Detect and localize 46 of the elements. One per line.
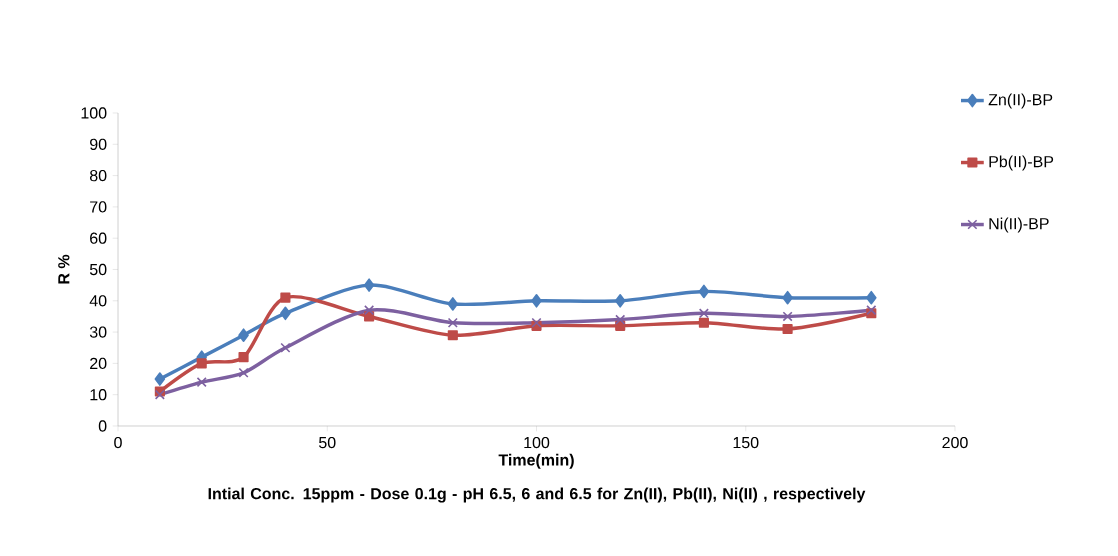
y-tick-label: 80 [89,169,107,182]
point [238,367,249,378]
x-tick-label: 50 [319,436,336,449]
y-axis-title: R % [58,254,70,284]
point [280,342,291,353]
point [782,290,793,305]
point [447,317,458,328]
point [447,297,459,311]
legend-label: Ni(II)-BP [989,217,1049,233]
point [280,306,291,321]
y-tick-label: 90 [90,138,107,150]
y-tick-label: 20 [90,357,107,370]
y-tick-label: 100 [81,107,107,119]
point [280,292,291,303]
point [698,317,709,328]
point [238,352,249,363]
x-axis-title: Time(min) [498,453,574,469]
legend-label: Pb(II)-BP [989,155,1054,171]
point [698,284,710,299]
point [698,308,709,319]
point [154,372,166,386]
legend-label: Zn(II)-BP [988,93,1053,109]
point [615,314,626,325]
point [531,293,542,308]
y-tick-label: 30 [89,326,107,338]
y-tick-label: 60 [90,232,107,244]
x-tick-label: 150 [733,436,759,449]
text: Intial Conc. 15ppm - Dose 0.1g - pH 6.5, 6 and 6.5 for Zn(II), Pb(II), Ni(II) , respectively [208,487,866,503]
point [447,330,458,341]
y-tick-label: 0 [98,420,107,432]
point [196,358,207,369]
point [782,311,793,322]
y-tick-label: 40 [89,295,107,307]
x-tick-label: 0 [114,436,122,449]
y-tick-label: 10 [90,389,107,401]
point [238,328,249,343]
y-tick-label: 70 [90,201,107,213]
point [363,278,375,292]
point [614,293,626,308]
y-tick-label: 50 [89,263,107,276]
point [364,305,375,316]
point [866,290,877,305]
point [196,377,207,388]
x-tick-label: 200 [942,436,968,449]
x-tick-label: 100 [524,436,550,449]
point [782,323,793,335]
